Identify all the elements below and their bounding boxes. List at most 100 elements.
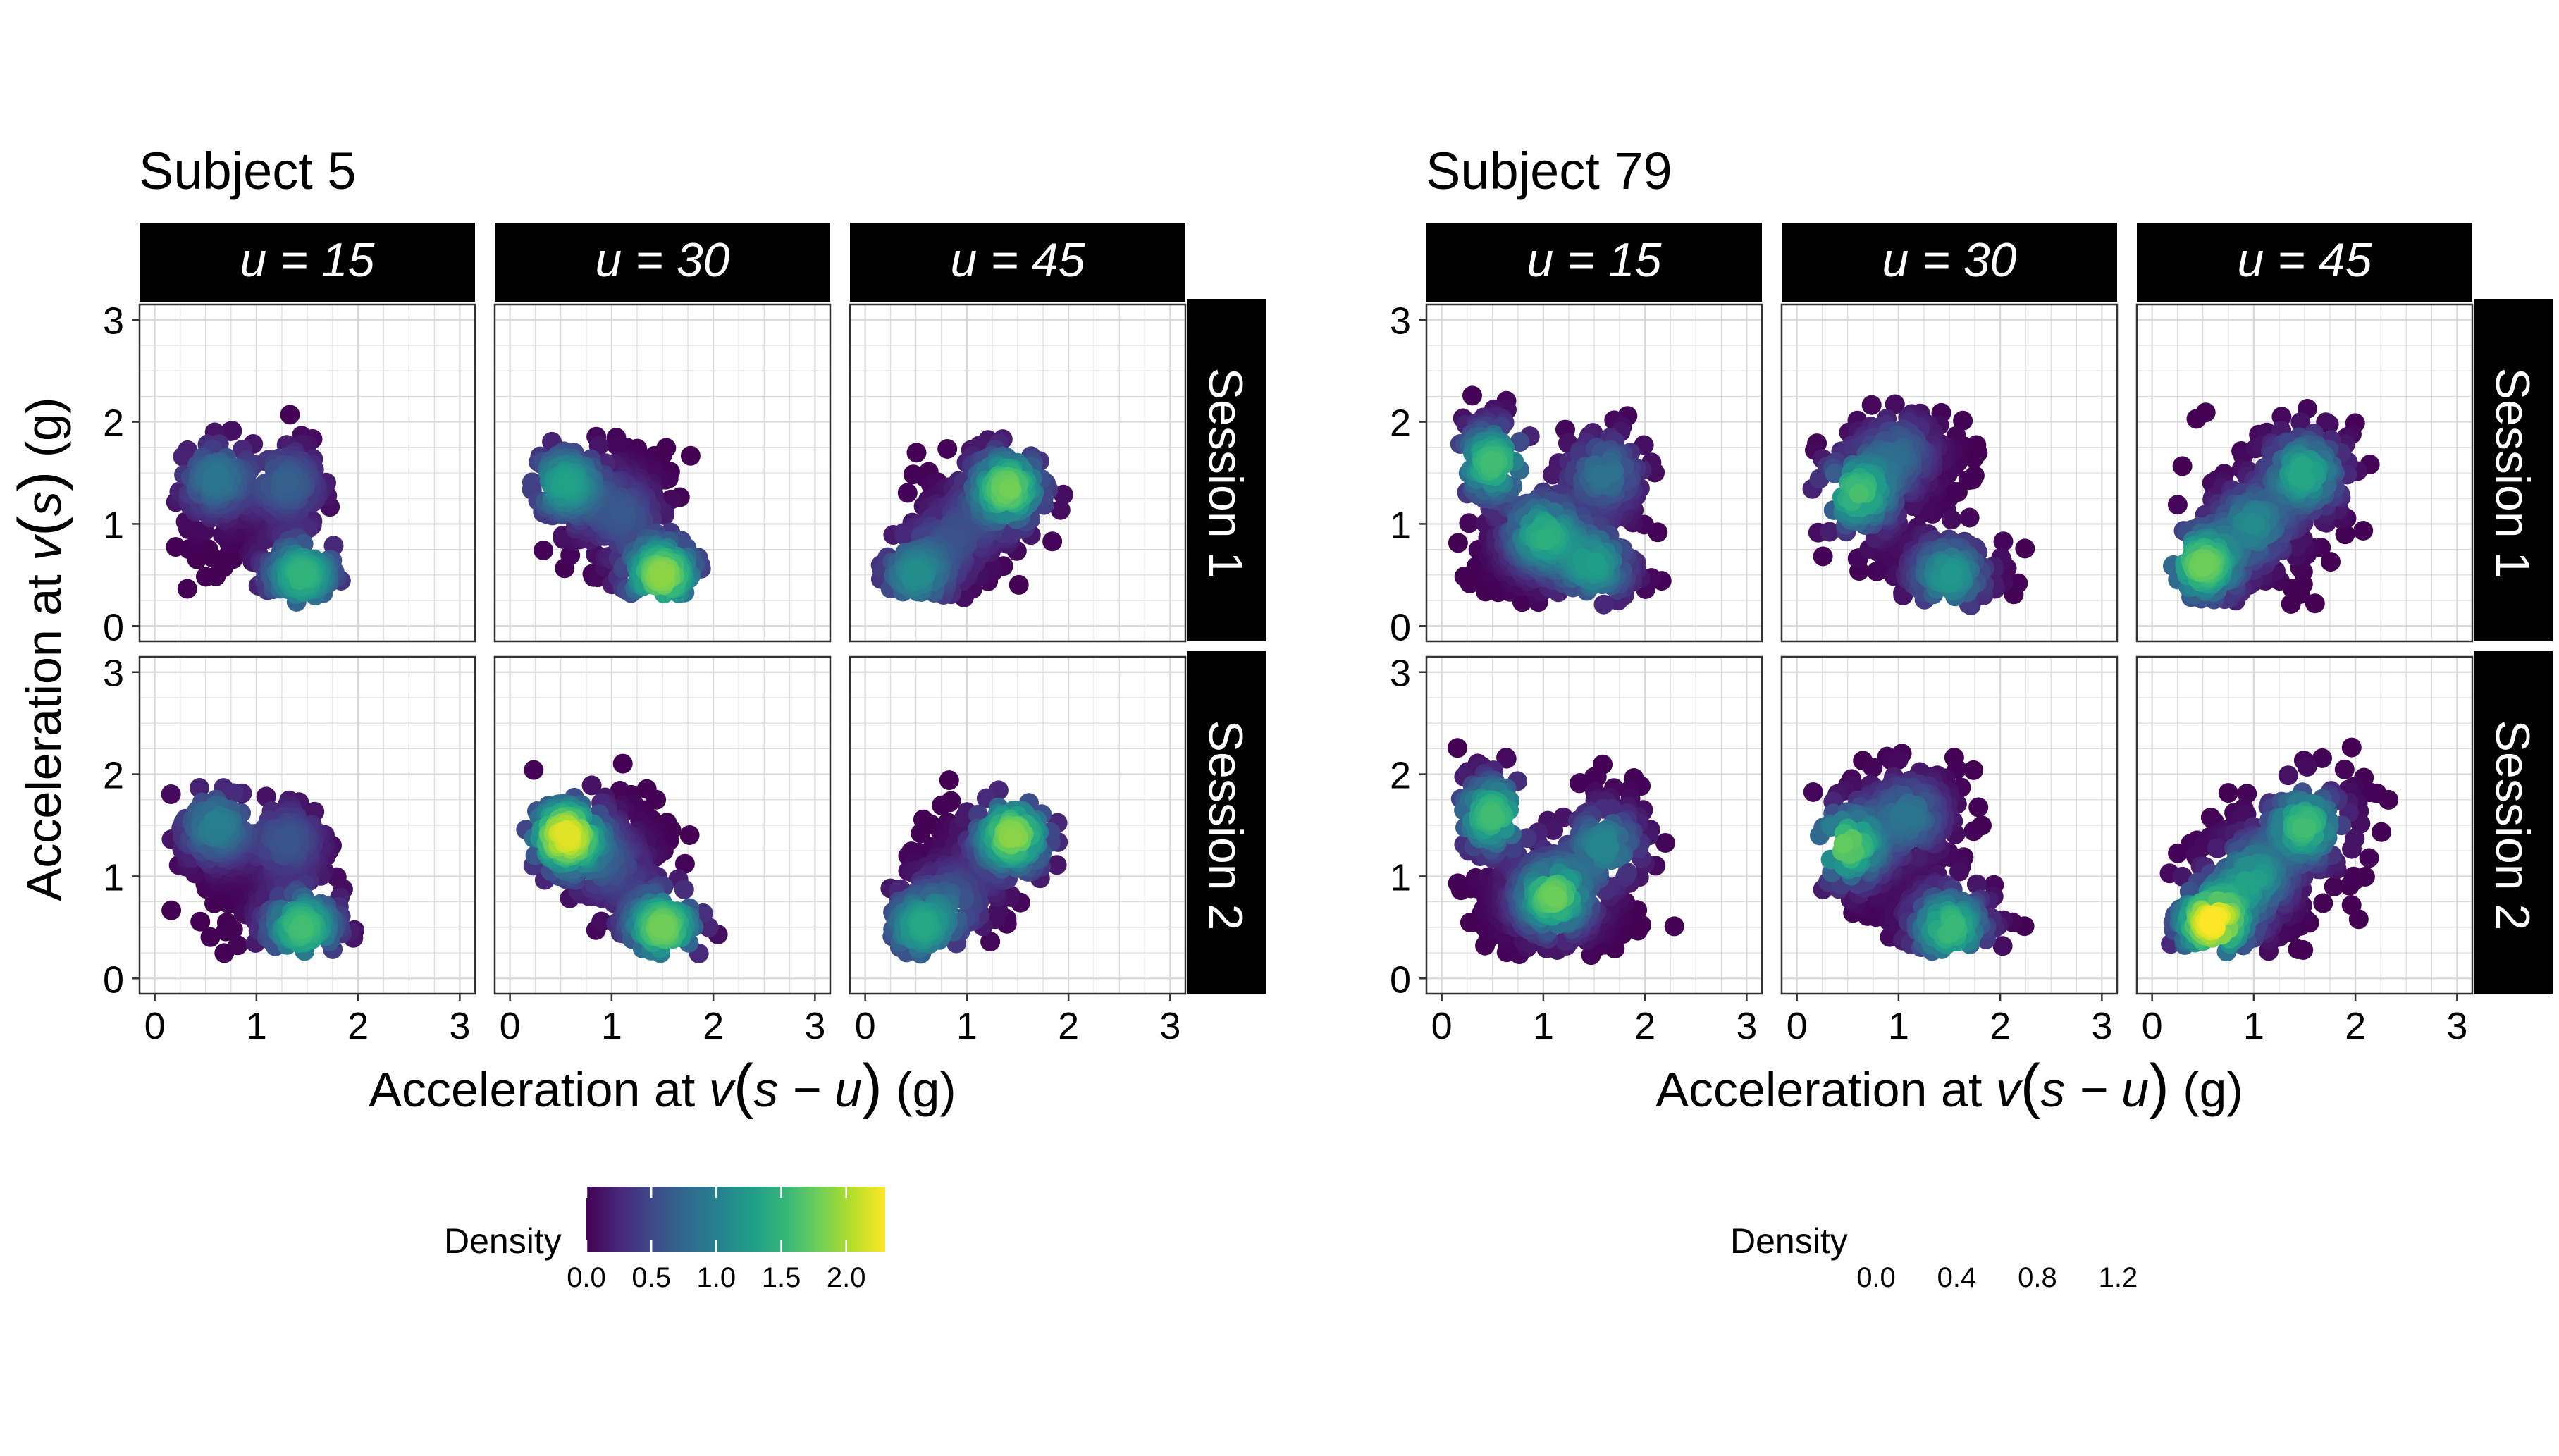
panel: [1425, 655, 1763, 995]
x-tick-label: 0: [855, 1005, 876, 1047]
data-point: [906, 443, 927, 463]
x-tick-label: 2: [1058, 1005, 1079, 1047]
data-point: [292, 919, 313, 939]
row-strip-label: Session 1: [2486, 368, 2539, 579]
column-strip: [495, 223, 830, 302]
data-point: [190, 911, 211, 932]
y-tick-label: 2: [103, 755, 124, 797]
data-point: [205, 469, 226, 490]
column-strip-label: u = 15: [1527, 233, 1662, 287]
legend-tick-label: 1.0: [697, 1262, 736, 1293]
panel-border: [849, 303, 1187, 643]
data-point: [2353, 521, 2374, 541]
legend-tick-label: 0.5: [631, 1262, 671, 1293]
data-point: [1009, 574, 1029, 595]
data-point: [223, 783, 244, 803]
panel: [1780, 303, 2119, 643]
data-point: [1664, 916, 1684, 937]
data-point: [2172, 456, 2193, 476]
data-point: [1586, 552, 1606, 572]
data-point: [555, 825, 576, 845]
data-point: [1448, 533, 1468, 553]
data-point: [2288, 466, 2308, 486]
data-point: [1861, 395, 1882, 415]
data-point: [674, 880, 694, 899]
panel: [849, 303, 1187, 643]
data-point: [1481, 452, 1502, 472]
data-point: [161, 784, 181, 804]
data-point: [534, 541, 554, 560]
point-layer: [166, 405, 351, 612]
column-strip-label: u = 30: [1882, 233, 2017, 287]
data-point: [1462, 385, 1482, 406]
panel: [493, 655, 832, 995]
panel-border: [138, 303, 476, 643]
legend-tick-label: 0.0: [567, 1262, 606, 1293]
y-tick-label: 1: [103, 856, 124, 899]
column-strip-label: u = 30: [596, 233, 730, 287]
column-strip: [850, 223, 1185, 302]
data-point: [1813, 546, 1833, 567]
data-point: [612, 753, 633, 774]
y-tick-label: 0: [103, 606, 124, 648]
data-point: [557, 472, 578, 493]
data-point: [609, 502, 629, 523]
y-tick-label: 0: [103, 958, 124, 1001]
data-point: [680, 445, 701, 466]
x-tick-label: 0: [500, 1005, 521, 1047]
data-point: [941, 791, 961, 811]
data-point: [2015, 538, 2035, 559]
panel: [849, 655, 1187, 995]
data-point: [939, 770, 959, 791]
x-tick-label: 2: [703, 1005, 724, 1047]
data-point: [897, 483, 918, 503]
y-tick-label: 1: [103, 504, 124, 546]
data-point: [1593, 467, 1613, 488]
data-point: [1849, 483, 1869, 504]
data-point: [177, 579, 197, 599]
legend-tick-label: 2.0: [827, 1262, 866, 1293]
data-point: [1536, 529, 1556, 549]
data-point: [1448, 738, 1467, 758]
data-point: [522, 472, 542, 493]
data-point: [280, 405, 300, 425]
chart-title: Subject 5: [139, 142, 357, 200]
data-point: [653, 567, 672, 587]
data-point: [1050, 500, 1071, 520]
data-point: [294, 567, 314, 587]
point-layer: [870, 429, 1073, 607]
data-point: [2167, 495, 2188, 515]
data-point: [606, 435, 627, 455]
data-point: [200, 927, 221, 947]
x-tick-label: 3: [1159, 1005, 1180, 1047]
panel: [493, 303, 832, 643]
data-point: [173, 446, 193, 467]
x-tick-label: 1: [601, 1005, 622, 1047]
x-tick-label: 1: [246, 1005, 267, 1047]
chart-title: Subject 79: [1426, 142, 1672, 200]
y-tick-label: 3: [103, 300, 124, 343]
legend-tick-label: 1.5: [762, 1262, 801, 1293]
panel: [1425, 303, 1763, 643]
x-axis-title: Acceleration at v(s − u) (g): [369, 1052, 956, 1120]
y-tick-label: 2: [103, 402, 124, 445]
data-point: [161, 900, 182, 920]
data-point: [1942, 510, 1961, 530]
data-point: [908, 564, 928, 584]
data-point: [2240, 514, 2261, 535]
x-tick-label: 2: [347, 1005, 369, 1047]
column-strip-label: u = 45: [951, 233, 1085, 287]
row-strip: [1187, 299, 1266, 641]
x-tick-label: 0: [144, 1005, 166, 1047]
data-point: [1959, 507, 1980, 528]
point-layer: [161, 778, 364, 963]
data-point: [206, 812, 227, 832]
row-strip-label: Session 2: [2486, 720, 2539, 931]
panel: [138, 303, 476, 643]
column-strip-label: u = 45: [2238, 233, 2372, 287]
data-point: [524, 760, 544, 780]
legend-colorbar: [586, 1187, 885, 1252]
